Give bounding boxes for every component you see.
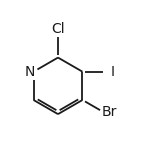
Text: Br: Br <box>102 105 117 119</box>
Text: N: N <box>25 65 35 79</box>
Text: Cl: Cl <box>51 22 65 36</box>
Text: I: I <box>110 65 114 79</box>
